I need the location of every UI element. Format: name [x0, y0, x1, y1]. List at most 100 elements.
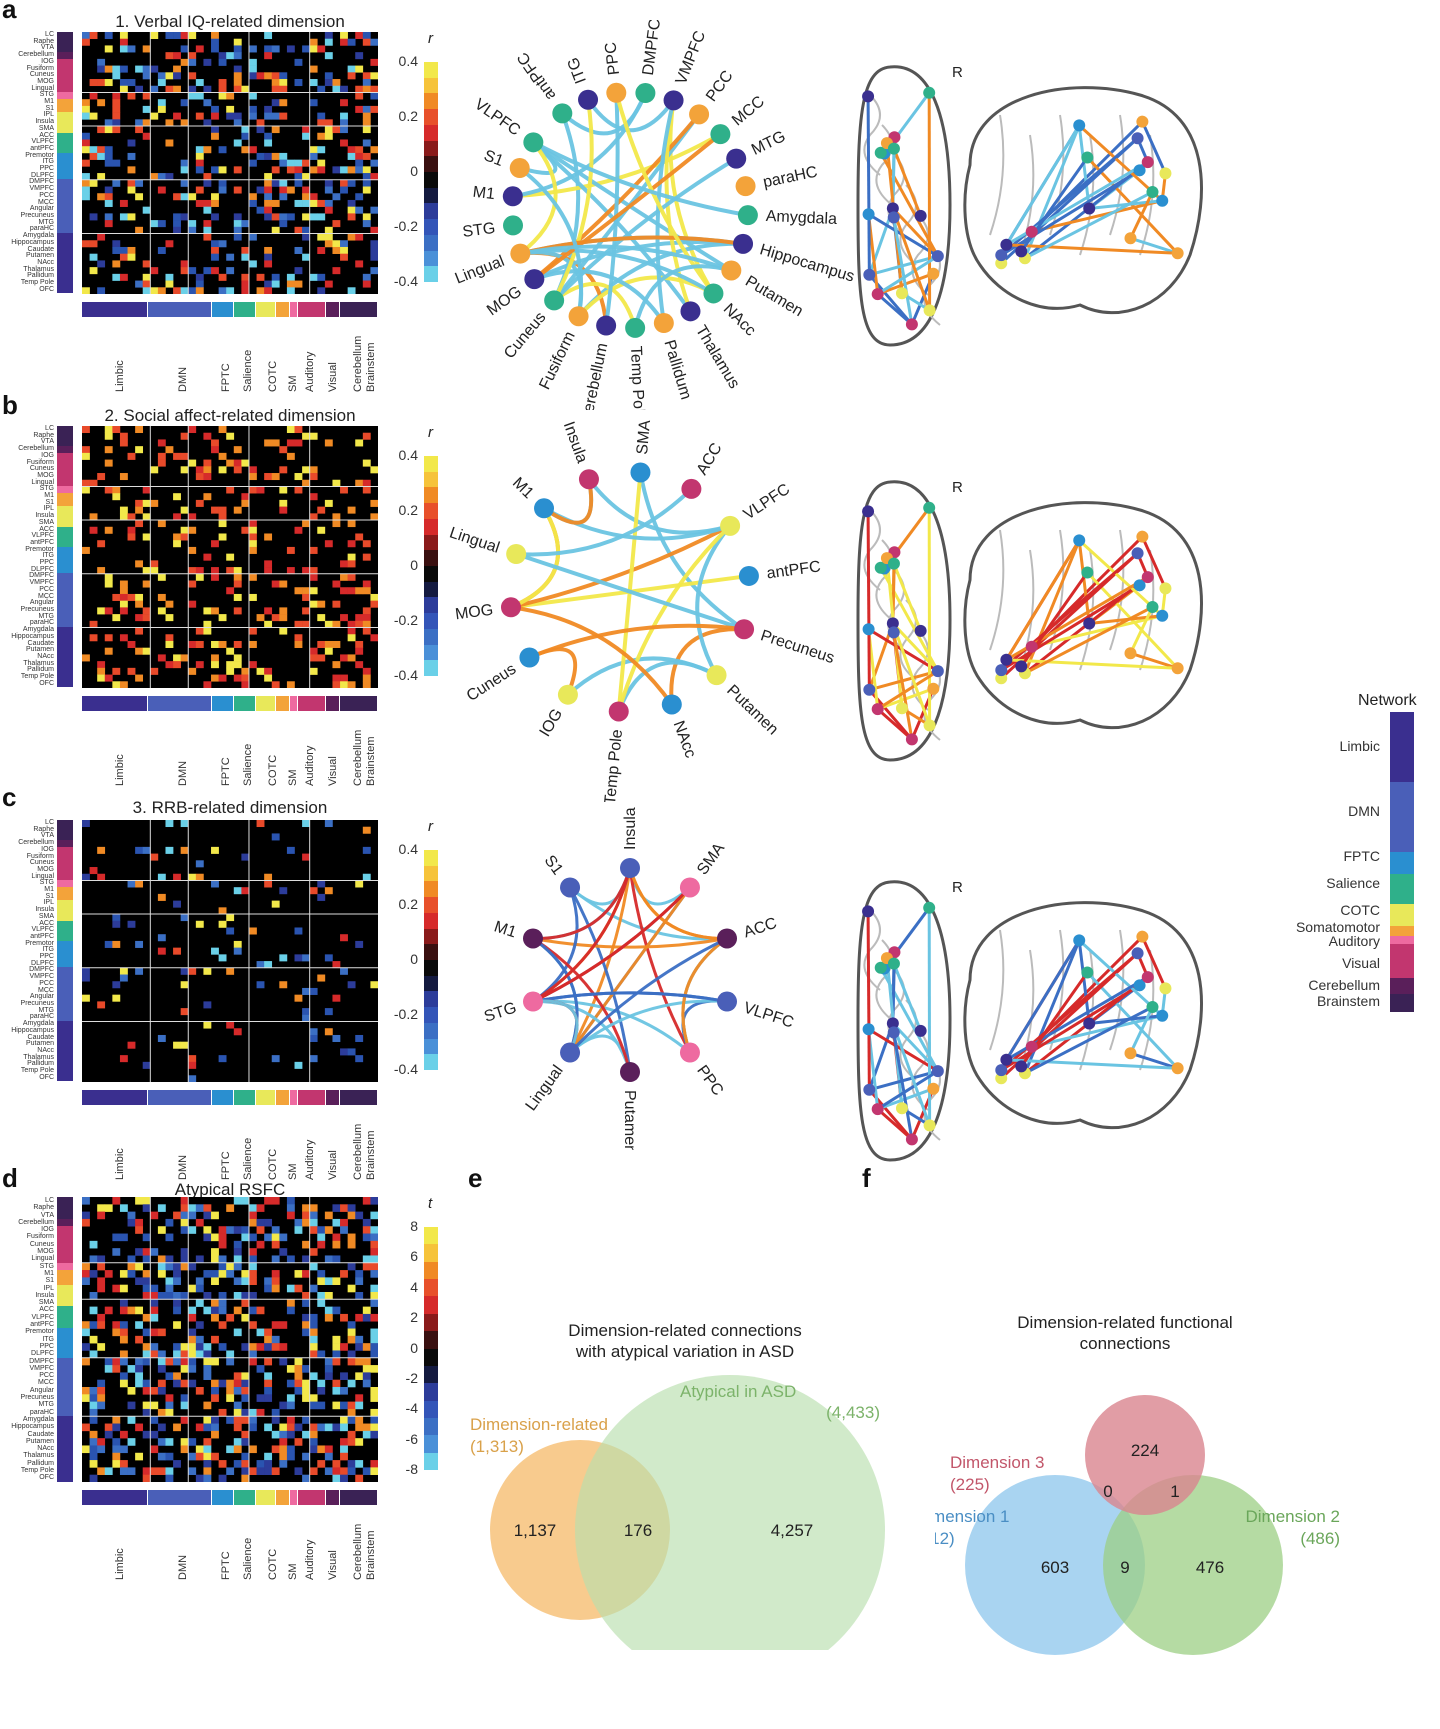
connectogram-node — [522, 928, 543, 949]
connectogram-node — [557, 684, 578, 705]
connectogram-node — [681, 478, 702, 499]
roi-label: OFC — [39, 1073, 54, 1081]
connectogram-label: NAcc — [720, 301, 759, 340]
network-legend-item: Somatomotor — [1295, 919, 1380, 935]
roi-label: PPC — [39, 559, 54, 567]
brain-node — [887, 211, 900, 224]
roi-label: PPC — [39, 953, 54, 961]
network-axis-label: Visual — [327, 1150, 339, 1180]
network-segment — [298, 1090, 326, 1105]
roi-network-strip — [57, 1197, 73, 1482]
brain-node — [1000, 1053, 1013, 1066]
roi-label: VTA — [40, 44, 54, 52]
connectogram-label: Lingual — [523, 1062, 567, 1114]
connectogram-node — [620, 1062, 640, 1082]
network-legend-title: Network — [1358, 692, 1417, 709]
panel-letter-a: a — [2, 0, 17, 24]
panel-letter-f: f — [862, 1163, 871, 1193]
brain-node — [1025, 225, 1038, 238]
heatmap-block-d: LC Raphe VTA Cerebellum IOG Fusiform Cuneus MOG… — [0, 1195, 440, 1600]
brain-node — [923, 719, 936, 732]
connectogram-label: PPC — [693, 1062, 726, 1099]
network-axis-label: FPTC — [220, 363, 232, 392]
roi-label: Cuneus — [29, 465, 54, 473]
roi-label: DMPFC — [29, 178, 54, 186]
connectogram-node — [625, 317, 646, 338]
roi-label: DMPFC — [29, 966, 54, 974]
network-axis-label: FPTC — [220, 757, 232, 786]
roi-label: NAcc — [37, 1046, 54, 1054]
connection-edge — [510, 605, 674, 706]
roi-label: VMPFC — [29, 185, 55, 193]
network-axis-label: FPTC — [220, 1151, 232, 1180]
network-axis-bar — [82, 1090, 378, 1105]
brain-node — [1133, 979, 1146, 992]
roi-network-strip — [57, 820, 73, 1082]
brain-node — [1083, 202, 1096, 215]
network-segment — [326, 302, 340, 317]
network-axis-label: FPTC — [220, 1551, 232, 1580]
network-segment — [82, 1090, 148, 1105]
roi-label: IOG — [41, 57, 54, 65]
brain-node — [1136, 530, 1149, 543]
network-legend-bar — [1390, 712, 1414, 1022]
connectogram-label: Cuneus — [464, 661, 519, 705]
brain-node — [1000, 653, 1013, 666]
connectogram-label: S1 — [481, 147, 505, 170]
brain-node — [1025, 640, 1038, 653]
venn-f-d1-d3: 0 — [1103, 1482, 1112, 1501]
network-axis-label: Limbic — [114, 754, 126, 786]
colorbar — [424, 62, 438, 283]
network-legend-item: Visual — [1342, 955, 1380, 971]
connectogram-label: IOG — [537, 706, 567, 740]
brain-node — [995, 664, 1008, 677]
connection-edge — [532, 886, 692, 1003]
brain-node — [1124, 647, 1137, 660]
roi-label: STG — [39, 91, 54, 99]
connectogram-label: Lingual — [447, 524, 501, 556]
roi-label: Insula — [35, 906, 54, 914]
network-axis-label: COTC — [267, 1148, 279, 1180]
network-axis-label: Brainstem — [365, 736, 377, 786]
roi-label: Hippocampus — [11, 1423, 54, 1431]
connectogram-label: Putamen — [621, 1090, 638, 1150]
roi-label: PCC — [39, 585, 54, 593]
panel-letter-c: c — [2, 782, 17, 812]
connectogram-node — [534, 498, 555, 519]
brain-node — [905, 733, 918, 746]
roi-label: VTA — [40, 832, 54, 840]
venn-e-overlap: 176 — [624, 1521, 652, 1540]
roi-label: Putamen — [25, 1437, 54, 1445]
brain-node — [905, 1133, 918, 1146]
colorbar-tick: 0.2 — [398, 502, 418, 518]
heatmap-matrix — [82, 820, 378, 1082]
connectogram-node — [524, 269, 545, 290]
connectogram-label: NAcc — [670, 719, 699, 761]
connectogram-label: antPFC — [766, 558, 822, 582]
network-axis-label: Salience — [242, 1137, 254, 1180]
roi-label: Insula — [35, 512, 54, 520]
connection-edge — [561, 92, 648, 136]
connectogram-node — [578, 89, 599, 110]
connectogram-node — [560, 1042, 581, 1063]
roi-label: LC — [45, 31, 54, 38]
roi-label: Cerebellum — [18, 839, 54, 847]
roi-label: STG — [39, 485, 54, 493]
brain-node — [862, 505, 875, 518]
connectogram-label: Amygdala — [765, 208, 837, 228]
roi-label: Fusiform — [26, 64, 54, 72]
venn-e-left-only: 1,137 — [514, 1521, 557, 1540]
brain-node — [887, 1026, 900, 1039]
heatmap-block-b: LC Raphe VTA Cerebellum IOG Fusiform Cuneus MOG… — [0, 424, 440, 806]
connection-edge — [532, 991, 728, 1003]
network-axis-label: Visual — [327, 362, 339, 392]
brain-node — [887, 957, 900, 970]
brain-views-b: R — [856, 479, 1203, 762]
brain-node — [927, 267, 940, 280]
roi-label: Temp Pole — [20, 673, 54, 681]
roi-label: Lingual — [31, 872, 54, 880]
connectogram-label: M1 — [472, 184, 496, 203]
roi-label: Caudate — [27, 639, 54, 647]
venn-f-d1-only: 603 — [1041, 1558, 1069, 1577]
connection-edge — [633, 264, 732, 329]
